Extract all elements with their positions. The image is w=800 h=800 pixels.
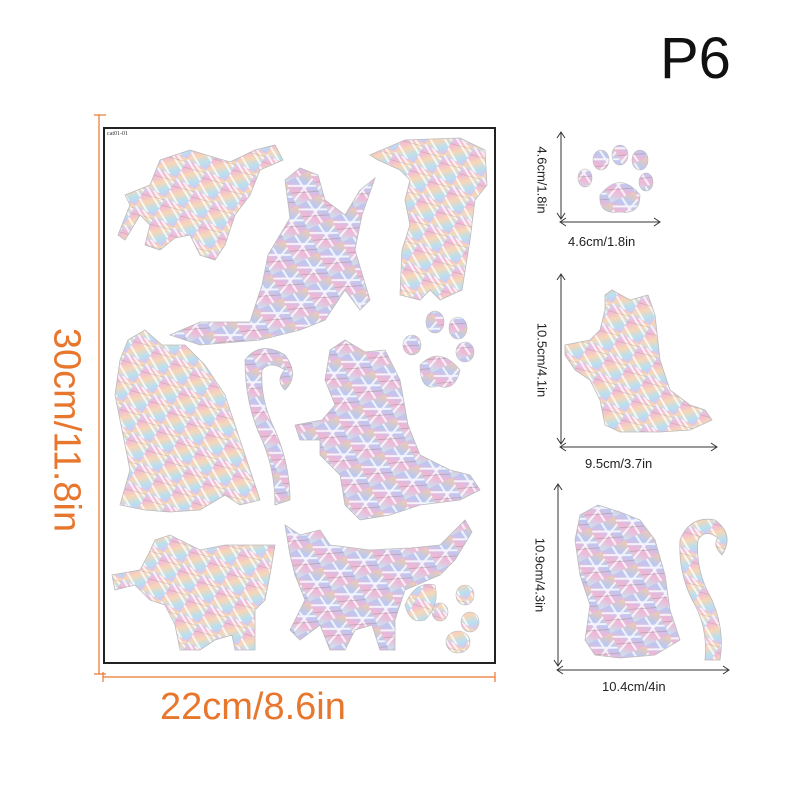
detail-cat2-height-wrap: 10.5cm/4.1in <box>532 290 552 430</box>
detail-cat3-height-label: 10.9cm/4.3in <box>532 537 548 613</box>
detail-cat-paw-raise <box>564 289 713 433</box>
detail-cat2-height-label: 10.5cm/4.1in <box>534 322 550 398</box>
detail-cat-tail <box>679 518 728 661</box>
sticker-paw-1 <box>402 310 475 388</box>
sticker-cat-walk-left <box>111 534 276 651</box>
panel-label: P6 <box>660 26 731 91</box>
sticker-cat-stretch <box>369 137 488 301</box>
sheet-width-label: 22cm/8.6in <box>160 686 346 728</box>
detail-dimension-lines <box>553 131 730 675</box>
detail-paw-height-wrap: 4.6cm/1.8in <box>532 130 552 230</box>
sheet-code: cat01-01 <box>107 131 128 137</box>
sticker-cat-crouch <box>117 144 284 261</box>
sticker-cat-reach <box>168 167 376 346</box>
detail-cat2-width-label: 9.5cm/3.7in <box>585 456 653 471</box>
detail-paw-width-label: 4.6cm/1.8in <box>568 234 636 249</box>
detail-paw <box>577 144 654 213</box>
sticker-cat-sit-large <box>114 329 261 513</box>
detail-cat-sit <box>574 504 681 659</box>
sticker-cat-paw-raise <box>294 339 481 521</box>
sticker-cat-tail <box>244 348 293 506</box>
detail-cat3-width-label: 10.4cm/4in <box>602 679 666 694</box>
sheet-dimension-lines <box>94 114 496 682</box>
sticker-paw-2 <box>404 583 480 654</box>
sheet-height-label: 30cm/11.8in <box>45 327 88 533</box>
sticker-cat-walk-right <box>284 519 473 651</box>
detail-cat3-height-wrap: 10.9cm/4.3in <box>530 505 550 645</box>
sheet-height-wrap: 30cm/11.8in <box>36 270 96 590</box>
detail-paw-height-label: 4.6cm/1.8in <box>534 146 550 214</box>
